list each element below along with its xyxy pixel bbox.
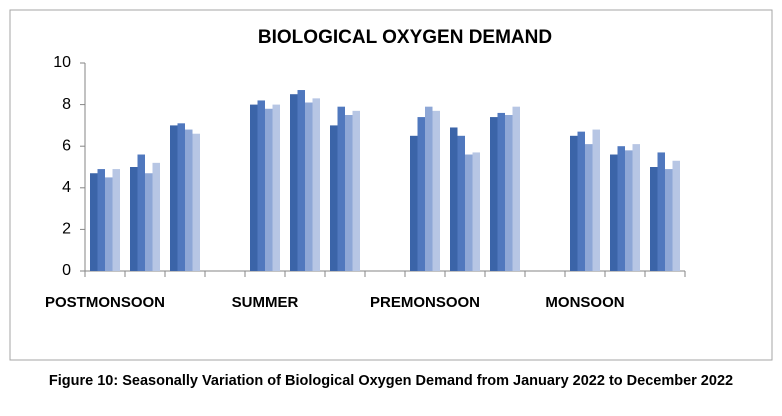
bar: [250, 104, 258, 271]
bar: [625, 150, 633, 271]
bar: [272, 104, 280, 271]
bar: [570, 135, 578, 271]
bar: [650, 167, 658, 271]
bar: [577, 131, 585, 271]
bar: [137, 154, 145, 271]
y-tick-label: 8: [62, 96, 71, 113]
x-tick-label: SUMMER: [232, 294, 299, 311]
bar: [657, 152, 665, 271]
y-tick-label: 0: [62, 262, 71, 279]
bar: [352, 110, 360, 271]
bar: [505, 115, 513, 271]
bar: [672, 160, 680, 271]
bar: [497, 112, 505, 271]
bar: [465, 154, 473, 271]
bar: [97, 169, 105, 271]
bar: [177, 123, 185, 271]
x-tick-label: POSTMONSOON: [45, 294, 165, 311]
bar: [90, 173, 98, 271]
bar: [632, 144, 640, 271]
bar: [257, 100, 265, 271]
bar: [192, 133, 200, 271]
bar: [490, 117, 498, 271]
bar: [610, 154, 618, 271]
y-tick-label: 6: [62, 137, 71, 154]
bar: [337, 106, 345, 272]
y-tick-label: 2: [62, 221, 71, 238]
bar: [410, 135, 418, 271]
bar: [665, 169, 673, 271]
bar: [472, 152, 480, 271]
bar: [617, 146, 625, 271]
bar: [290, 94, 298, 271]
bar: [170, 125, 178, 272]
bar: [305, 102, 313, 272]
bar: [417, 117, 425, 271]
figure-caption: Figure 10: Seasonally Variation of Biolo…: [49, 373, 733, 389]
bar: [330, 125, 338, 272]
bar: [585, 144, 593, 271]
bar: [450, 127, 458, 271]
bar: [105, 177, 113, 271]
bar: [112, 169, 120, 271]
bar: [345, 115, 353, 271]
bar: [185, 129, 193, 271]
x-tick-label: PREMONSOON: [370, 294, 480, 311]
bar: [145, 173, 153, 271]
y-tick-label: 10: [53, 54, 71, 71]
bar: [512, 106, 520, 272]
chart-title: BIOLOGICAL OXYGEN DEMAND: [258, 27, 552, 48]
bar: [130, 167, 138, 271]
bar: [152, 162, 160, 271]
bar: [297, 90, 305, 271]
y-tick-label: 4: [62, 179, 71, 196]
bar: [432, 110, 440, 271]
x-tick-label: MONSOON: [545, 294, 624, 311]
bar: [592, 129, 600, 271]
bar: [425, 106, 433, 272]
bar: [457, 135, 465, 271]
bar: [312, 98, 320, 271]
bar: [265, 108, 273, 271]
